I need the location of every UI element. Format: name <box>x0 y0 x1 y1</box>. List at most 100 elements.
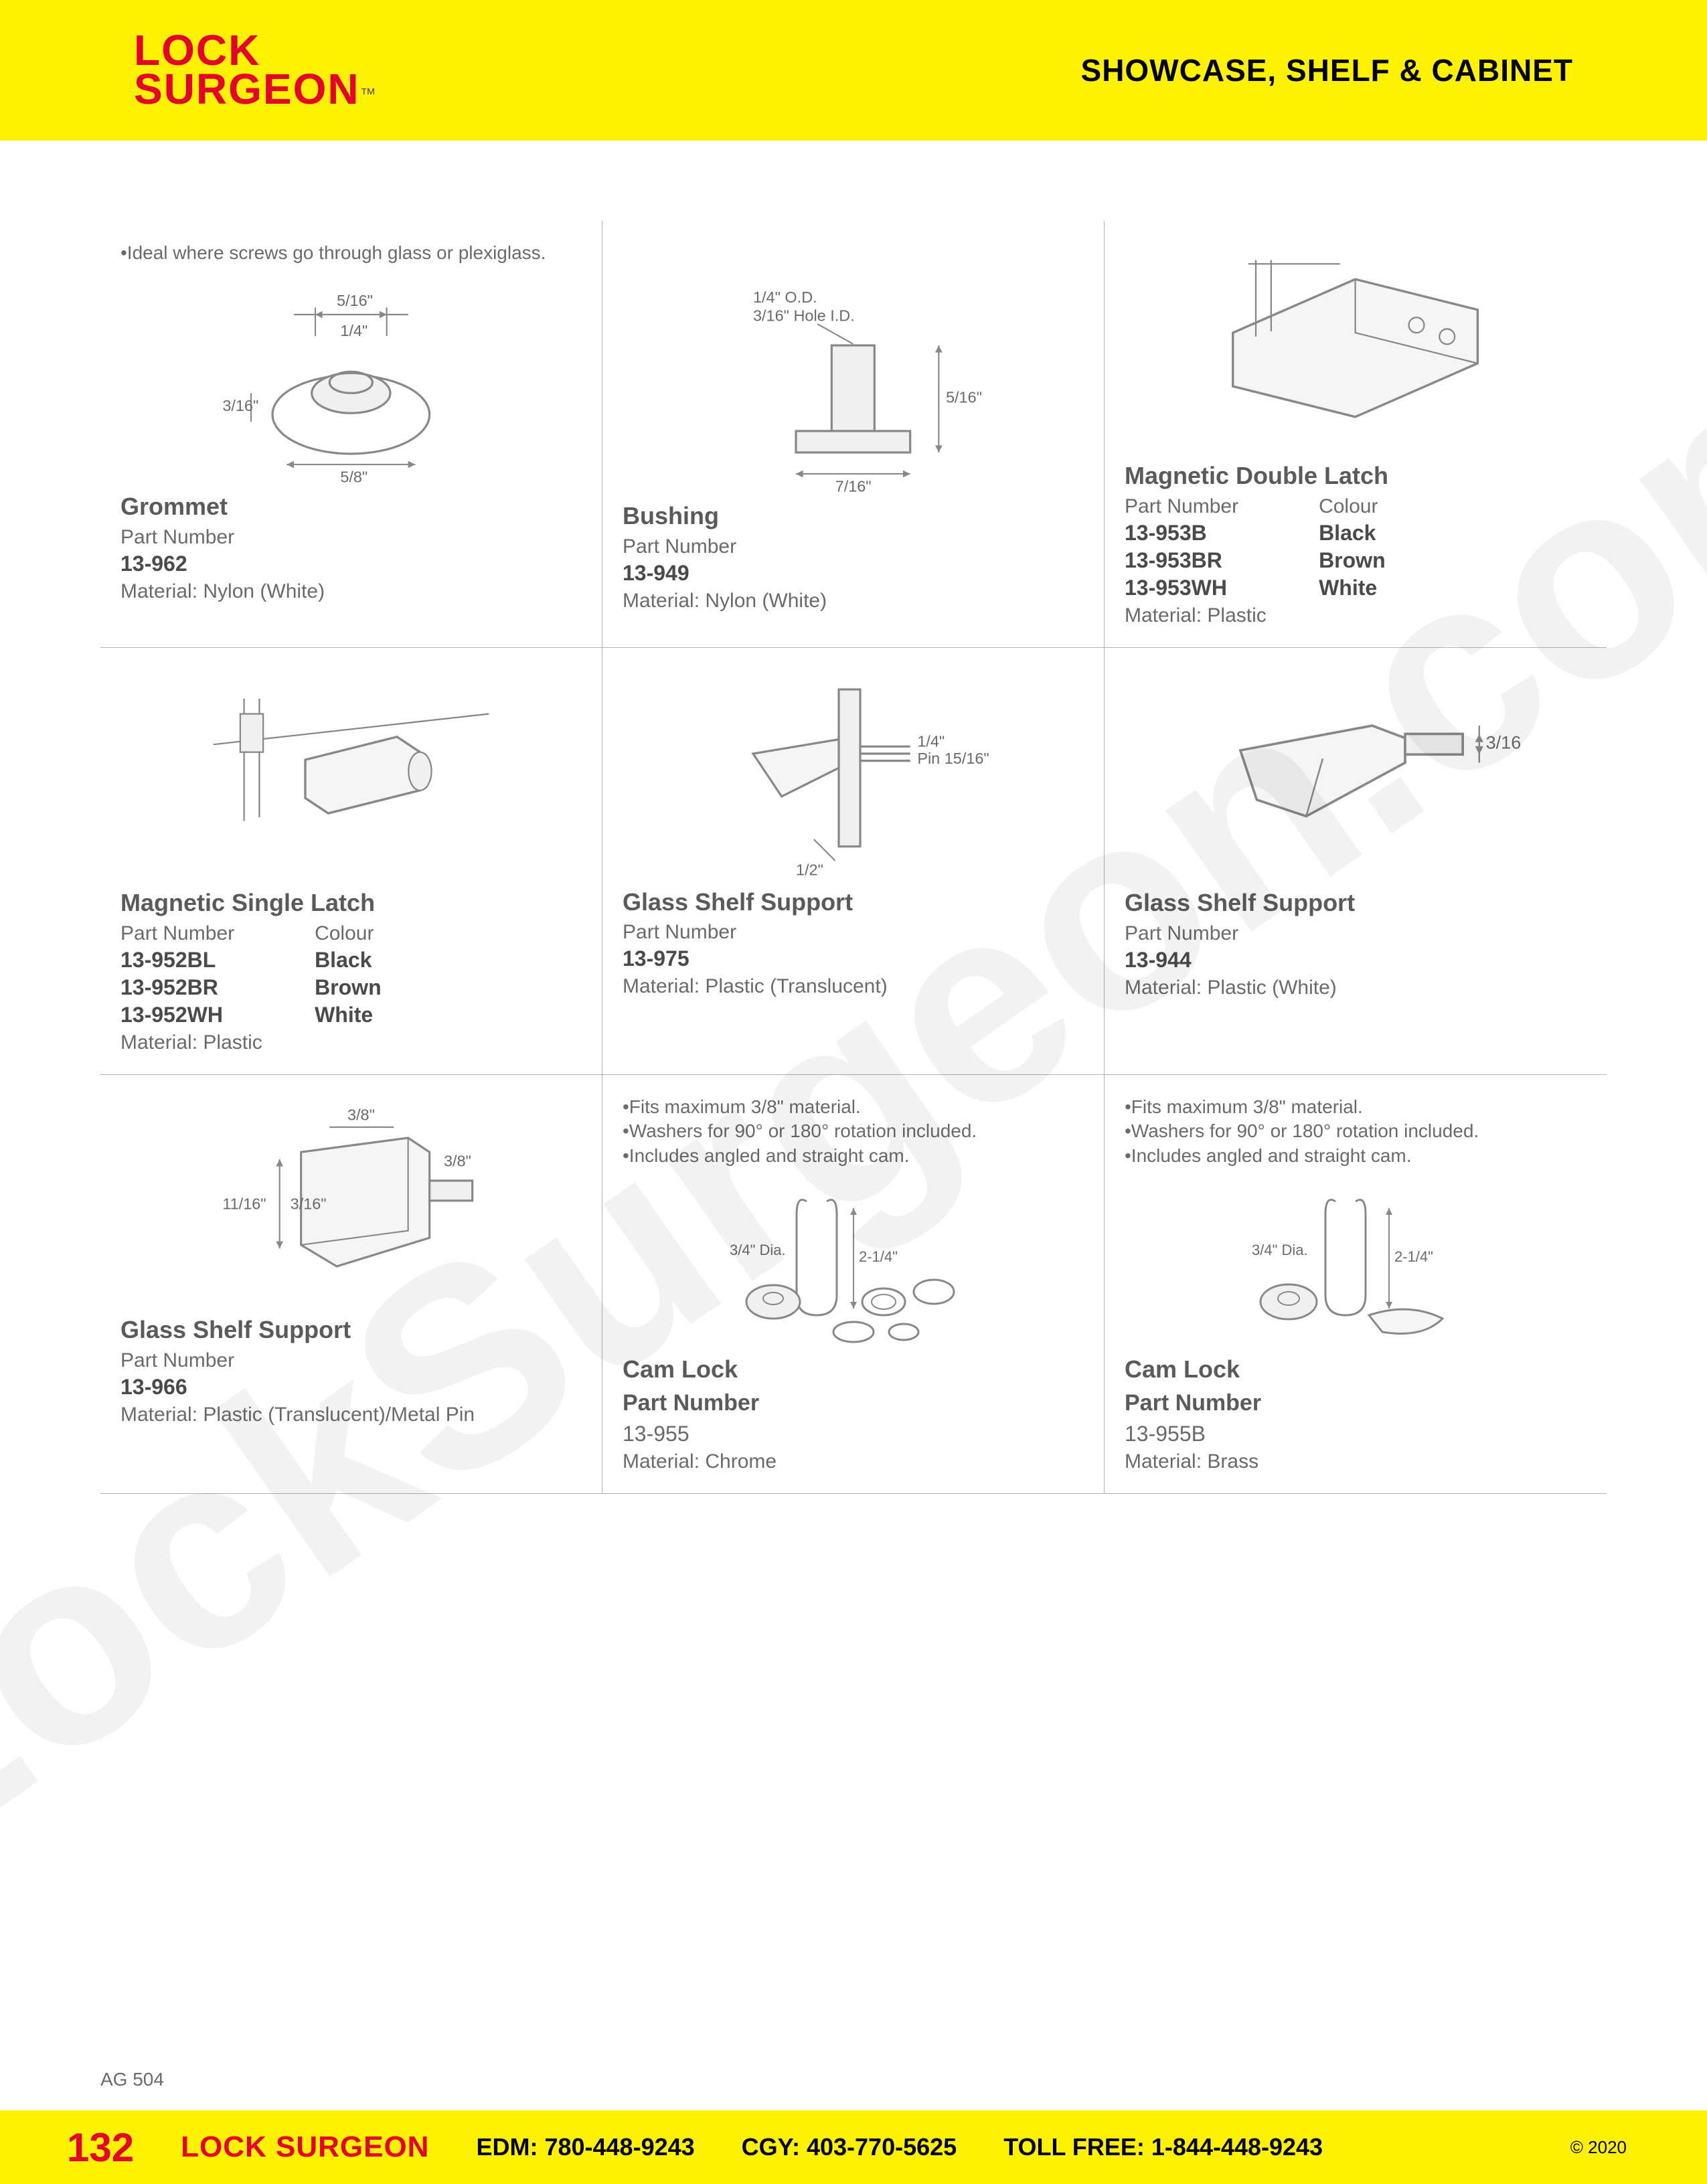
part-label: Part Number <box>1125 922 1587 945</box>
part-label: Part Number <box>120 1349 582 1372</box>
part-label: Part Number <box>120 526 582 549</box>
product-note: •Ideal where screws go through glass or … <box>120 241 582 265</box>
svg-text:1/4": 1/4" <box>341 322 368 339</box>
footer-copyright: © 2020 <box>1570 2137 1627 2158</box>
diagram-cam-brass: 3/4" Dia. 2-1/4" <box>1125 1175 1587 1349</box>
diagram-shelf-975: 1/4" Pin 15/16" 1/2" <box>623 668 1084 882</box>
page-number: 132 <box>67 2124 134 2171</box>
logo-bottom-row: SURGEON™ <box>134 70 376 109</box>
colour: Black <box>315 948 382 973</box>
product-note: •Fits maximum 3/8" material. •Washers fo… <box>1125 1095 1587 1168</box>
svg-text:3/8": 3/8" <box>347 1106 375 1123</box>
diagram-shelf-966: 3/8" 3/8" 11/16" 3/16" <box>120 1095 582 1309</box>
footer-edm: EDM: 780-448-9243 <box>476 2133 694 2161</box>
product-title: Grommet <box>120 493 582 521</box>
material: Material: Plastic (Translucent)/Metal Pi… <box>120 1404 582 1426</box>
material: Material: Nylon (White) <box>623 590 1084 612</box>
trademark: ™ <box>360 86 376 104</box>
product-note: •Fits maximum 3/8" material. •Washers fo… <box>623 1095 1084 1168</box>
svg-text:3/16": 3/16" <box>291 1195 327 1213</box>
diagram-bushing: 1/4" O.D. 3/16" Hole I.D. 5/16" 7/16" <box>623 281 1084 495</box>
product-title: Magnetic Single Latch <box>120 889 582 917</box>
material: Material: Plastic <box>120 1031 582 1054</box>
svg-text:3/4" Dia.: 3/4" Dia. <box>730 1242 786 1258</box>
svg-text:3/16": 3/16" <box>223 397 259 414</box>
product-title: Cam Lock <box>1125 1355 1587 1383</box>
section-title: SHOWCASE, SHELF & CABINET <box>1081 52 1573 88</box>
svg-text:2-1/4": 2-1/4" <box>859 1248 898 1265</box>
footer-cgy: CGY: 403-770-5625 <box>742 2133 957 2161</box>
part-number: 13-966 <box>120 1375 582 1400</box>
svg-text:5/16": 5/16" <box>946 388 982 406</box>
colour-label: Colour <box>1319 495 1386 518</box>
part-label: Part Number <box>623 921 1084 944</box>
part-label: Part Number <box>623 1390 1084 1416</box>
footer-band: 132 LOCK SURGEON EDM: 780-448-9243 CGY: … <box>0 2110 1707 2184</box>
product-title: Glass Shelf Support <box>120 1316 582 1344</box>
content: •Ideal where screws go through glass or … <box>0 141 1707 1521</box>
product-cam-lock-brass: •Fits maximum 3/8" material. •Washers fo… <box>1105 1075 1607 1494</box>
material: Material: Plastic (Translucent) <box>623 975 1084 998</box>
svg-text:3/16": 3/16" <box>1485 732 1520 753</box>
product-grid: •Ideal where screws go through glass or … <box>100 221 1607 1494</box>
svg-text:5/16": 5/16" <box>337 292 373 310</box>
colour: White <box>315 1003 382 1027</box>
svg-text:1/4" O.D.: 1/4" O.D. <box>753 288 817 306</box>
diagram-mag-single <box>120 668 582 882</box>
colour: Brown <box>315 975 382 1000</box>
part-number: 13-952BR <box>120 975 234 1000</box>
product-mag-single-latch: Magnetic Single Latch Part Number 13-952… <box>100 648 602 1075</box>
colour: White <box>1319 576 1386 600</box>
material: Material: Plastic (White) <box>1125 977 1587 999</box>
product-shelf-support-975: 1/4" Pin 15/16" 1/2" Glass Shelf Support… <box>602 648 1105 1075</box>
product-mag-double-latch: Magnetic Double Latch Part Number 13-953… <box>1105 221 1607 648</box>
header-band: LOCK SURGEON™ SHOWCASE, SHELF & CABINET <box>0 0 1707 141</box>
part-label: Part Number <box>1125 495 1238 518</box>
colour: Brown <box>1319 548 1386 573</box>
material: Material: Plastic <box>1125 604 1587 627</box>
product-title: Glass Shelf Support <box>1125 889 1587 917</box>
diagram-cam-chrome: 3/4" Dia. 2-1/4" <box>623 1175 1084 1349</box>
part-number: 13-953B <box>1125 521 1238 545</box>
svg-text:3/16" Hole I.D.: 3/16" Hole I.D. <box>753 307 855 325</box>
part-label: Part Number <box>120 922 234 945</box>
diagram-shelf-944: 3/16" <box>1125 668 1587 882</box>
footer-meta: AG 504 <box>100 2069 164 2090</box>
svg-text:1/2": 1/2" <box>796 861 823 878</box>
part-number: 13-955B <box>1125 1422 1587 1446</box>
svg-text:3/8": 3/8" <box>444 1153 471 1170</box>
part-number: 13-953BR <box>1125 548 1238 573</box>
material: Material: Brass <box>1125 1450 1587 1473</box>
part-number: 13-952WH <box>120 1003 234 1027</box>
part-number: 13-953WH <box>1125 576 1238 600</box>
part-label: Part Number <box>1125 1390 1587 1416</box>
product-shelf-support-944: 3/16" Glass Shelf Support Part Number 13… <box>1105 648 1607 1075</box>
logo: LOCK SURGEON™ <box>134 31 376 108</box>
product-title: Glass Shelf Support <box>623 889 1084 916</box>
footer-brand: LOCK SURGEON <box>181 2130 429 2164</box>
part-label: Part Number <box>623 535 1084 558</box>
svg-text:1/4": 1/4" <box>917 732 945 750</box>
product-title: Cam Lock <box>623 1355 1084 1383</box>
part-colour-table: Part Number 13-953B 13-953BR 13-953WH Co… <box>1125 490 1587 600</box>
diagram-grommet: 5/16" 1/4" 3/16" 5/8" <box>120 272 582 486</box>
colour: Black <box>1319 521 1386 545</box>
diagram-mag-double <box>1125 241 1587 455</box>
part-number: 13-944 <box>1125 948 1587 973</box>
product-grommet: •Ideal where screws go through glass or … <box>100 221 602 648</box>
material: Material: Chrome <box>623 1450 1084 1473</box>
part-number: 13-975 <box>623 946 1084 971</box>
product-bushing: 1/4" O.D. 3/16" Hole I.D. 5/16" 7/16" Bu… <box>602 221 1105 648</box>
part-number: 13-949 <box>623 561 1084 586</box>
product-title: Magnetic Double Latch <box>1125 462 1587 490</box>
product-cam-lock-chrome: •Fits maximum 3/8" material. •Washers fo… <box>602 1075 1105 1494</box>
part-colour-table: Part Number 13-952BL 13-952BR 13-952WH C… <box>120 917 582 1027</box>
svg-text:11/16": 11/16" <box>223 1195 266 1213</box>
part-number: 13-962 <box>120 552 582 576</box>
logo-bottom: SURGEON <box>134 65 360 113</box>
svg-text:5/8": 5/8" <box>341 469 368 486</box>
svg-text:3/4" Dia.: 3/4" Dia. <box>1252 1242 1308 1258</box>
svg-text:7/16": 7/16" <box>835 478 872 495</box>
part-number: 13-952BL <box>120 948 234 973</box>
product-title: Bushing <box>623 502 1084 530</box>
